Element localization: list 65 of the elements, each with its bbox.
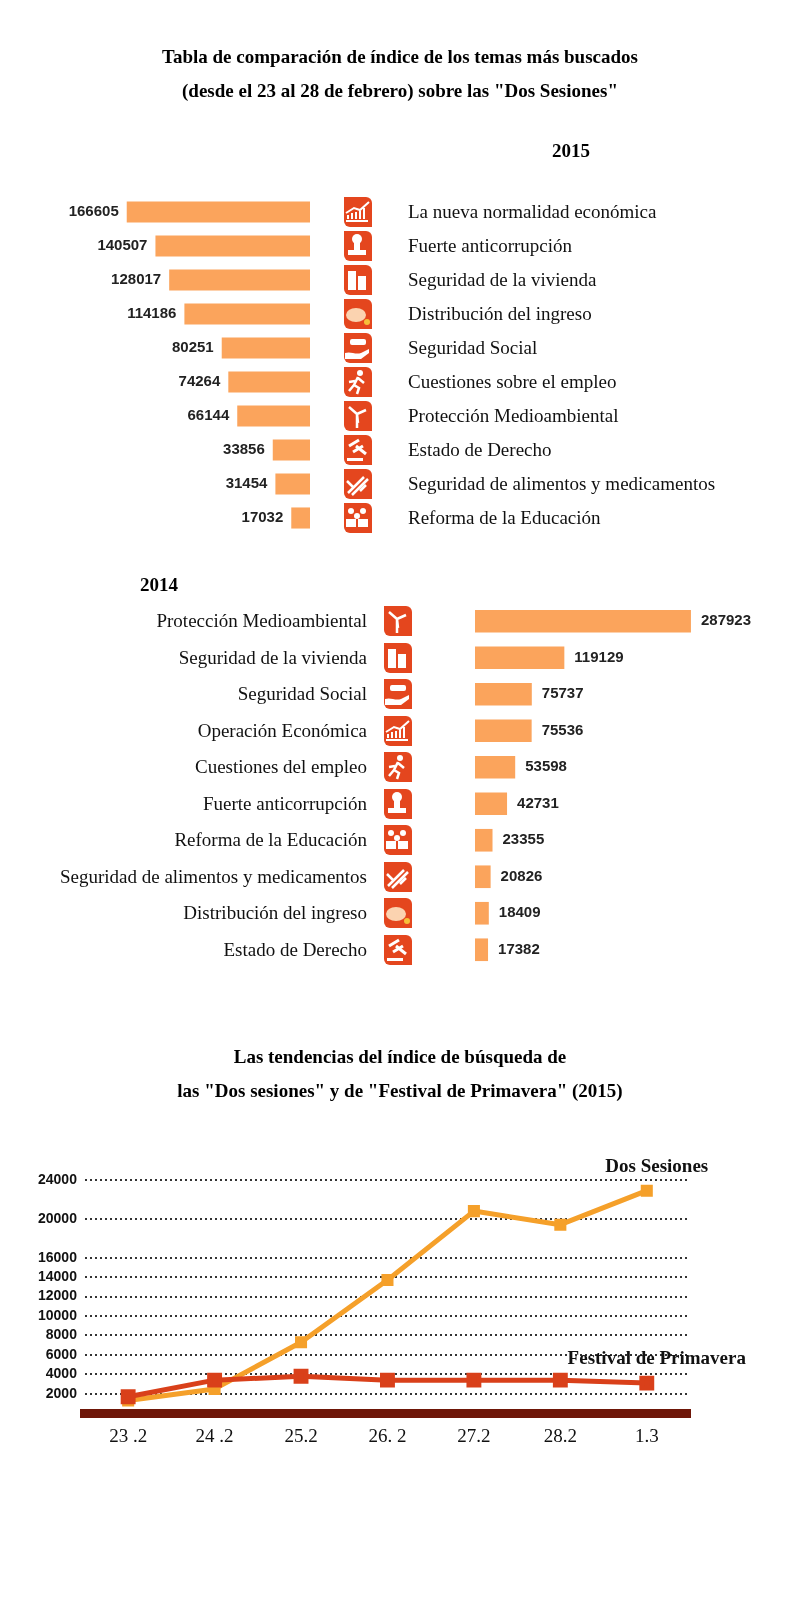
y-tick-label: 4000 bbox=[45, 1365, 78, 1382]
x-tick-label: 26. 2 bbox=[368, 1424, 407, 1446]
y-tick-label: Seguridad Social bbox=[237, 683, 367, 706]
data-label: 18409 bbox=[498, 903, 541, 921]
chart-subtitle: las "Dos sesiones" y de "Festival de Primavera" (2015) bbox=[176, 1079, 624, 1103]
data-label: 17032 bbox=[241, 508, 284, 526]
data-label: 53598 bbox=[525, 757, 567, 775]
data-label: 42731 bbox=[517, 793, 559, 811]
data-label: 66144 bbox=[187, 406, 230, 424]
y-tick-label: Cuestiones sobre el empleo bbox=[408, 371, 617, 393]
y-tick-label: 8000 bbox=[45, 1326, 78, 1343]
series-label: Festival de Primavera bbox=[567, 1347, 747, 1369]
y-tick-label: 12000 bbox=[37, 1287, 78, 1304]
y-tick-label: Reforma de la Educación bbox=[174, 829, 367, 852]
y-tick-label: Estado de Derecho bbox=[408, 439, 552, 461]
y-tick-label: 16000 bbox=[37, 1248, 78, 1265]
y-tick-label: La nueva normalidad económica bbox=[408, 201, 657, 223]
text: Tabla de comparación de índice de los temas más buscados bbox=[161, 45, 639, 69]
text: (desde el 23 al 28 de febrero) sobre las "Dos Sesiones" bbox=[181, 79, 619, 103]
data-label: 166605 bbox=[68, 202, 119, 220]
y-tick-label: Seguridad de la vivienda bbox=[178, 646, 367, 669]
y-tick-label: Distribución del ingreso bbox=[183, 902, 367, 925]
x-tick-label: 25.2 bbox=[284, 1424, 318, 1446]
x-tick-label: 1.3 bbox=[634, 1424, 659, 1446]
text: 2015 bbox=[552, 140, 590, 162]
y-tick-label: Fuerte anticorrupción bbox=[202, 792, 367, 815]
data-label: 75737 bbox=[541, 684, 584, 702]
data-label: 33856 bbox=[223, 440, 265, 458]
x-tick-label: 23 .2 bbox=[109, 1424, 148, 1446]
data-label: 20826 bbox=[500, 866, 543, 884]
y-tick-label: Reforma de la Educación bbox=[408, 507, 601, 529]
x-tick-label: 28.2 bbox=[543, 1424, 577, 1446]
series-label: Dos Sesiones bbox=[605, 1155, 709, 1177]
data-label: 114186 bbox=[127, 304, 177, 322]
data-label: 140507 bbox=[97, 236, 148, 254]
data-label: 31454 bbox=[225, 474, 269, 492]
y-tick-label: Protección Medioambiental bbox=[156, 610, 367, 633]
y-tick-label: Seguridad de alimentos y medicamentos bbox=[408, 473, 716, 495]
data-label: 80251 bbox=[172, 338, 214, 356]
data-label: 119129 bbox=[574, 647, 624, 665]
data-label: 128017 bbox=[111, 270, 162, 288]
y-tick-label: Cuestiones del empleo bbox=[194, 756, 367, 779]
chart-title: Las tendencias del índice de búsqueda de bbox=[232, 1045, 568, 1069]
data-label: 287923 bbox=[700, 611, 751, 629]
y-tick-label: 24000 bbox=[37, 1170, 78, 1187]
y-tick-label: Protección Medioambiental bbox=[408, 405, 619, 427]
data-label: 74264 bbox=[178, 372, 221, 390]
text: 2014 bbox=[139, 573, 179, 597]
y-tick-label: 6000 bbox=[45, 1345, 78, 1362]
x-tick-label: 27.2 bbox=[457, 1424, 491, 1446]
y-tick-label: Seguridad Social bbox=[408, 337, 538, 359]
y-tick-label: 2000 bbox=[45, 1384, 78, 1401]
y-tick-label: Seguridad de la vivienda bbox=[408, 269, 597, 291]
y-tick-label: 14000 bbox=[37, 1268, 78, 1285]
data-label: 23355 bbox=[502, 830, 545, 848]
y-tick-label: Fuerte anticorrupción bbox=[408, 235, 573, 257]
y-tick-label: 20000 bbox=[37, 1209, 78, 1226]
y-tick-label: Estado de Derecho bbox=[223, 938, 367, 961]
y-tick-label: Distribución del ingreso bbox=[408, 303, 592, 325]
y-tick-label: Seguridad de alimentos y medicamentos bbox=[59, 865, 367, 888]
y-tick-label: 10000 bbox=[37, 1306, 78, 1323]
y-tick-label: Operación Económica bbox=[197, 719, 367, 742]
data-label: 17382 bbox=[498, 939, 540, 957]
x-tick-label: 24 .2 bbox=[195, 1424, 234, 1446]
data-label: 75536 bbox=[541, 720, 584, 738]
